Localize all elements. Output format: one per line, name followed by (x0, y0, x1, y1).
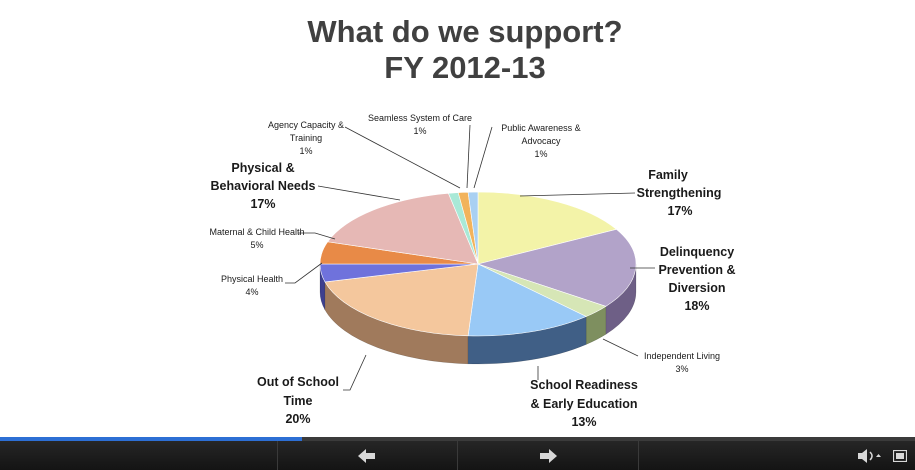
player-controls (0, 441, 915, 470)
svg-text:Strengthening: Strengthening (637, 186, 722, 200)
svg-text:1%: 1% (299, 146, 312, 156)
volume-icon (858, 448, 881, 463)
label-agency: Agency Capacity & Training 1% (268, 120, 344, 156)
svg-text:Seamless System of Care: Seamless System of Care (368, 113, 472, 123)
svg-text:& Early Education: & Early Education (531, 397, 638, 411)
svg-text:Advocacy: Advocacy (521, 136, 561, 146)
pie-3d-group (319, 191, 637, 365)
divider (638, 441, 639, 470)
svg-text:4%: 4% (245, 287, 258, 297)
svg-text:Agency Capacity &: Agency Capacity & (268, 120, 344, 130)
svg-text:Prevention &: Prevention & (658, 263, 735, 277)
svg-text:Independent Living: Independent Living (644, 351, 720, 361)
svg-text:Training: Training (290, 133, 322, 143)
leader-seamless (466, 124, 471, 189)
svg-text:School Readiness: School Readiness (530, 378, 638, 392)
divider (277, 441, 278, 470)
volume-button[interactable] (852, 441, 886, 470)
svg-text:20%: 20% (285, 412, 310, 426)
slide-subtitle: FY 2012-13 (384, 50, 546, 85)
svg-text:Public Awareness &: Public Awareness & (501, 123, 580, 133)
pie-chart: Family Strengthening 17% Delinquency Pre… (209, 113, 735, 429)
svg-text:Behavioral Needs: Behavioral Needs (211, 179, 316, 193)
progress-fill (0, 437, 302, 441)
leader-maternal (298, 232, 336, 240)
leader-agency (344, 126, 461, 189)
leader-family (519, 192, 636, 197)
leader-outofschool (343, 354, 367, 391)
arrow-left-icon (358, 448, 375, 463)
svg-text:1%: 1% (534, 149, 547, 159)
label-seamless: Seamless System of Care 1% (368, 113, 472, 136)
label-delinquency: Delinquency Prevention & Diversion 18% (658, 245, 735, 313)
leader-awareness (473, 126, 493, 189)
slide: What do we support? FY 2012-13 Family St… (209, 14, 736, 429)
fullscreen-button[interactable] (886, 441, 914, 470)
slide-title: What do we support? (307, 14, 623, 49)
label-physical: Physical Health 4% (221, 274, 283, 297)
label-independent: Independent Living 3% (644, 351, 720, 374)
svg-text:1%: 1% (413, 126, 426, 136)
divider (457, 441, 458, 470)
svg-text:Diversion: Diversion (669, 281, 726, 295)
pie-slice (477, 191, 618, 265)
leader-physical (285, 262, 323, 284)
pie-slice (467, 263, 587, 337)
leader-behavioral (317, 185, 401, 201)
label-maternal: Maternal & Child Health 5% (209, 227, 304, 250)
svg-text:Out of School: Out of School (257, 375, 339, 389)
label-school: School Readiness & Early Education 13% (530, 378, 638, 429)
svg-text:Maternal & Child Health: Maternal & Child Health (209, 227, 304, 237)
label-family: Family Strengthening 17% (637, 168, 722, 218)
svg-text:18%: 18% (684, 299, 709, 313)
leader-independent (602, 338, 639, 357)
svg-text:5%: 5% (250, 240, 263, 250)
pie-slice (324, 263, 479, 337)
label-outofschool: Out of School Time 20% (257, 375, 339, 426)
next-slide-button[interactable] (457, 441, 638, 470)
svg-text:Physical Health: Physical Health (221, 274, 283, 284)
svg-text:3%: 3% (675, 364, 688, 374)
progress-bar[interactable] (0, 437, 915, 441)
arrow-right-icon (539, 448, 557, 463)
svg-text:17%: 17% (250, 197, 275, 211)
svg-text:17%: 17% (667, 204, 692, 218)
svg-text:Family: Family (648, 168, 688, 182)
pie-slice (467, 191, 479, 265)
pie-slice (327, 192, 479, 265)
svg-text:Time: Time (284, 394, 313, 408)
label-behavioral: Physical & Behavioral Needs 17% (211, 161, 316, 211)
prev-slide-button[interactable] (277, 441, 457, 470)
svg-text:Physical &: Physical & (231, 161, 294, 175)
label-awareness: Public Awareness & Advocacy 1% (501, 123, 580, 159)
fullscreen-icon (893, 449, 907, 462)
svg-text:13%: 13% (571, 415, 596, 429)
svg-text:Delinquency: Delinquency (660, 245, 734, 259)
pie-slice (476, 228, 637, 307)
